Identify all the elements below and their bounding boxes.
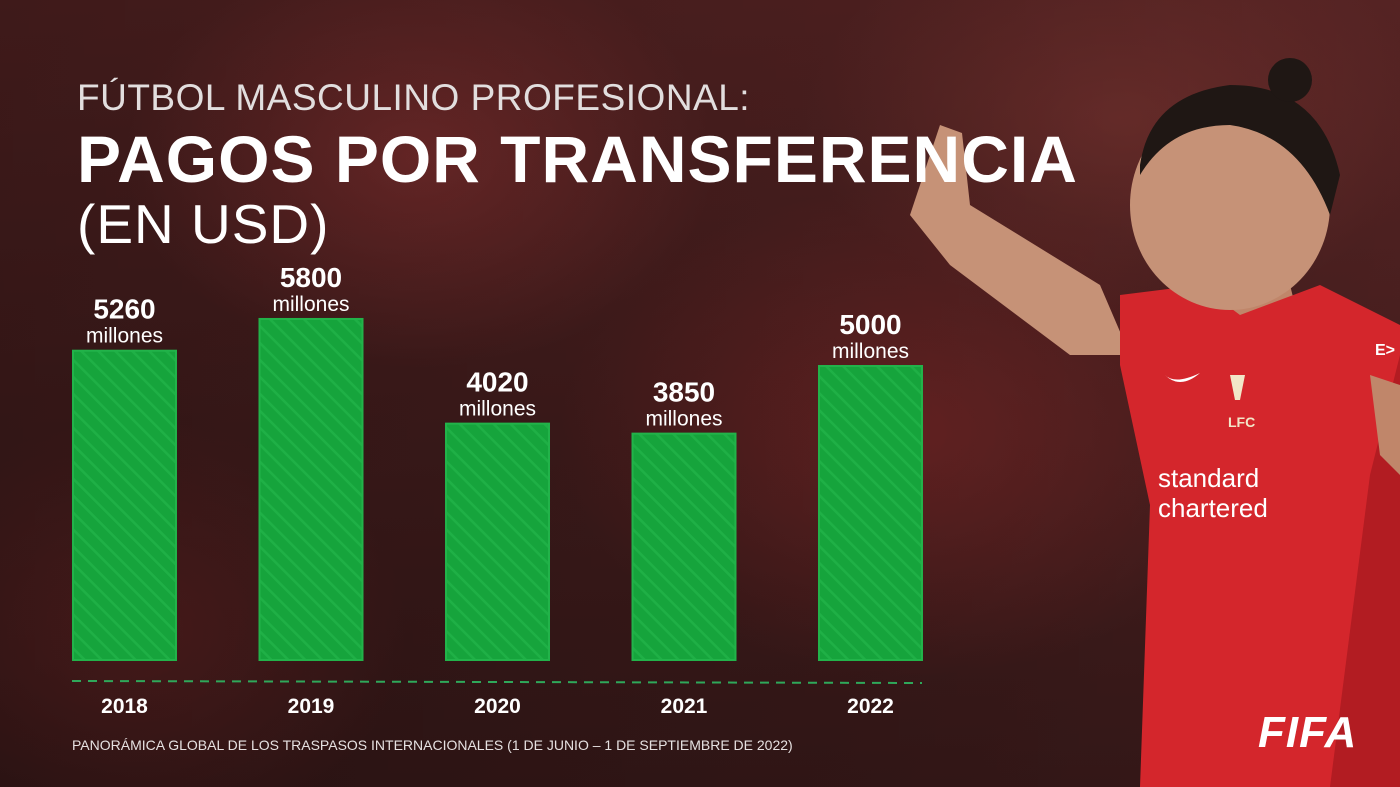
x-tick-2020: 2020: [474, 695, 521, 718]
player-jersey: [1120, 285, 1400, 787]
bar-2018: [72, 349, 177, 661]
jersey-sponsor-line2: chartered: [1158, 493, 1268, 523]
source-note: PANORÁMICA GLOBAL DE LOS TRASPASOS INTER…: [72, 737, 793, 753]
unit-label-2019: millones: [272, 293, 349, 316]
player-head: [1130, 100, 1330, 310]
value-label-2018: 5260: [93, 294, 155, 325]
x-tick-2018: 2018: [101, 695, 148, 718]
value-label-2022: 5000: [839, 309, 901, 340]
chart-title: PAGOS POR TRANSFERENCIA: [77, 122, 1078, 196]
chart-baseline: [71, 680, 923, 684]
value-label-2019: 5800: [280, 262, 342, 293]
unit-label-2021: millones: [645, 408, 722, 431]
bar-2019: [258, 317, 364, 661]
x-tick-2022: 2022: [847, 695, 894, 718]
bar-2021: [631, 432, 737, 661]
jersey-sponsor-line1: standard: [1158, 463, 1259, 493]
unit-label-2022: millones: [832, 340, 909, 363]
bar-2020: [445, 422, 550, 661]
unit-label-2020: millones: [459, 398, 536, 421]
jersey-swoosh: [1165, 373, 1200, 383]
x-tick-2021: 2021: [661, 695, 708, 718]
value-label-2021: 3850: [653, 377, 715, 408]
bar-2022: [818, 365, 923, 661]
player-photo: LFC E> standard chartered: [910, 58, 1400, 787]
chart-supertitle: FÚTBOL MASCULINO PROFESIONAL:: [77, 77, 751, 118]
player-hair: [1140, 85, 1340, 215]
player-raised-arm: [910, 125, 1130, 355]
chart-subtitle: (EN USD): [77, 193, 330, 255]
fifa-logo: FIFA: [1258, 708, 1358, 757]
jersey-crest: LFC: [1228, 414, 1255, 430]
chart-header: FÚTBOL MASCULINO PROFESIONAL: PAGOS POR …: [77, 77, 1078, 255]
jersey-sleeve-text: E>: [1375, 342, 1395, 359]
unit-label-2018: millones: [86, 325, 163, 348]
x-tick-2019: 2019: [288, 695, 335, 718]
value-label-2020: 4020: [466, 367, 528, 398]
